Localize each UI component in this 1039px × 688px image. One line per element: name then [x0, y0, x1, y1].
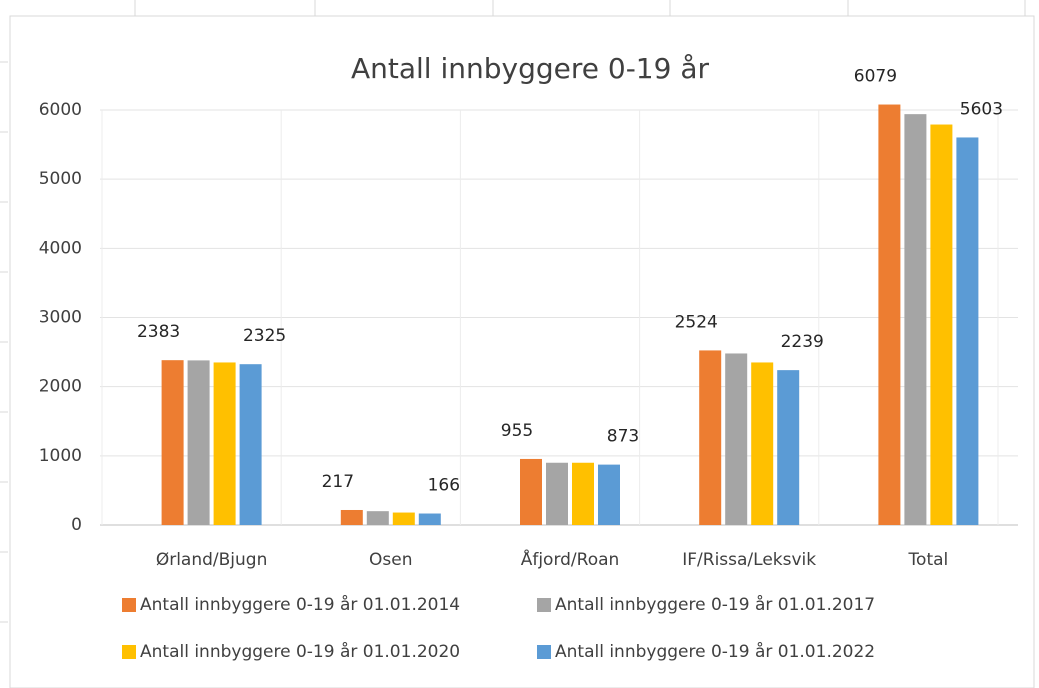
chart-title: Antall innbyggere 0-19 år — [351, 52, 710, 85]
legend-swatch — [122, 598, 136, 612]
bar — [725, 353, 748, 525]
data-label: 955 — [501, 421, 533, 441]
y-tick-label: 6000 — [39, 100, 82, 120]
legend-swatch — [537, 645, 551, 659]
data-label: 2325 — [243, 326, 286, 346]
y-tick-label: 1000 — [39, 446, 82, 466]
data-label: 6079 — [854, 67, 897, 87]
x-tick-label: Osen — [369, 550, 412, 570]
legend-swatch — [537, 598, 551, 612]
legend-label: Antall innbyggere 0-19 år 01.01.2017 — [555, 594, 875, 615]
bar — [239, 364, 262, 525]
legend-swatch — [122, 645, 136, 659]
bar — [520, 458, 542, 525]
x-tick-label: Total — [908, 550, 949, 570]
bar — [161, 360, 184, 525]
data-label: 166 — [428, 476, 460, 496]
bar — [904, 114, 927, 526]
bar — [956, 137, 979, 525]
legend-label: Antall innbyggere 0-19 år 01.01.2022 — [555, 641, 875, 662]
bar — [418, 513, 441, 525]
bar — [546, 462, 568, 525]
x-tick-label: Åfjord/Roan — [521, 548, 620, 570]
y-tick-label: 2000 — [39, 377, 82, 397]
data-label: 2524 — [675, 312, 718, 332]
y-tick-label: 0 — [71, 515, 82, 535]
data-label: 873 — [607, 427, 639, 447]
data-label: 5603 — [960, 99, 1003, 119]
sheet-grid — [0, 0, 1026, 623]
y-tick-label: 4000 — [39, 238, 82, 258]
bar — [187, 360, 210, 525]
chart-area — [9, 15, 1035, 688]
data-label: 2239 — [781, 332, 824, 352]
bar — [213, 362, 236, 525]
legend-label: Antall innbyggere 0-19 år 01.01.2020 — [140, 641, 460, 662]
bar — [699, 350, 722, 525]
bar — [340, 509, 363, 525]
bar — [572, 462, 594, 525]
y-tick-label: 5000 — [39, 169, 82, 189]
x-tick-label: Ørland/Bjugn — [156, 550, 268, 570]
bar — [392, 512, 415, 525]
data-label: 2383 — [137, 322, 180, 342]
y-tick-label: 3000 — [39, 308, 82, 328]
legend-label: Antall innbyggere 0-19 år 01.01.2014 — [140, 594, 460, 615]
bar — [598, 464, 620, 525]
bar — [366, 511, 389, 525]
data-label: 217 — [322, 472, 354, 492]
bar — [777, 370, 800, 525]
bar — [751, 362, 774, 525]
bar — [930, 124, 953, 526]
bar — [878, 104, 901, 526]
x-tick-label: IF/Rissa/Leksvik — [682, 550, 816, 570]
